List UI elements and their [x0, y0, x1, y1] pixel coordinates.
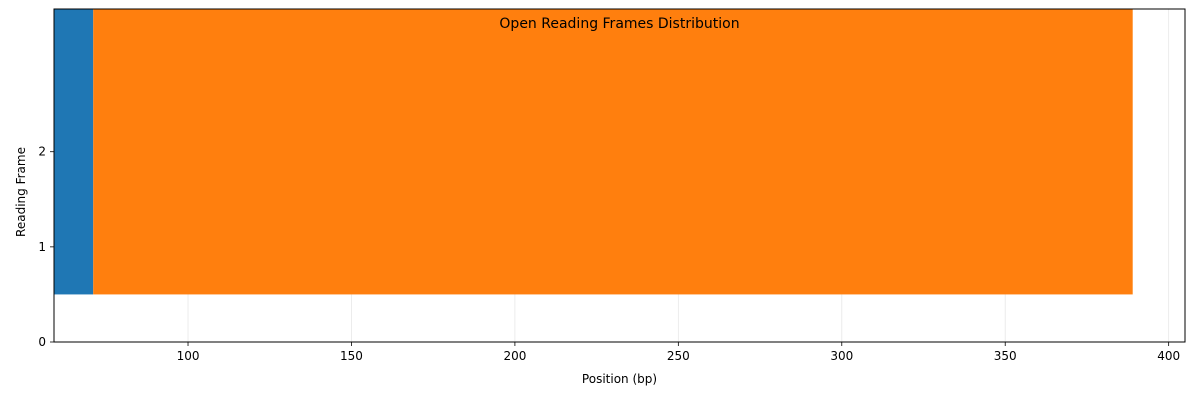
x-tick-label: 200	[503, 349, 526, 363]
ticks-layer: 100 150 200 250 300 350 400 0 1 2	[38, 145, 1180, 363]
y-axis-label: Reading Frame	[14, 147, 28, 237]
orf-bar-segment	[93, 9, 1133, 295]
x-axis-label: Position (bp)	[582, 372, 657, 386]
plot-frame	[53, 8, 1186, 343]
x-tick-label: 100	[177, 349, 200, 363]
y-tick-label: 0	[38, 335, 46, 349]
y-tick-label: 1	[38, 240, 46, 254]
orf-bar-segment	[54, 9, 94, 295]
x-tick-label: 150	[340, 349, 363, 363]
bars-layer	[54, 9, 1133, 295]
y-tick-label: 2	[38, 145, 46, 159]
x-tick-label: 300	[830, 349, 853, 363]
x-tick-label: 400	[1157, 349, 1180, 363]
x-tick-label: 350	[994, 349, 1017, 363]
x-tick-label: 250	[667, 349, 690, 363]
chart-title: Open Reading Frames Distribution	[499, 16, 739, 32]
